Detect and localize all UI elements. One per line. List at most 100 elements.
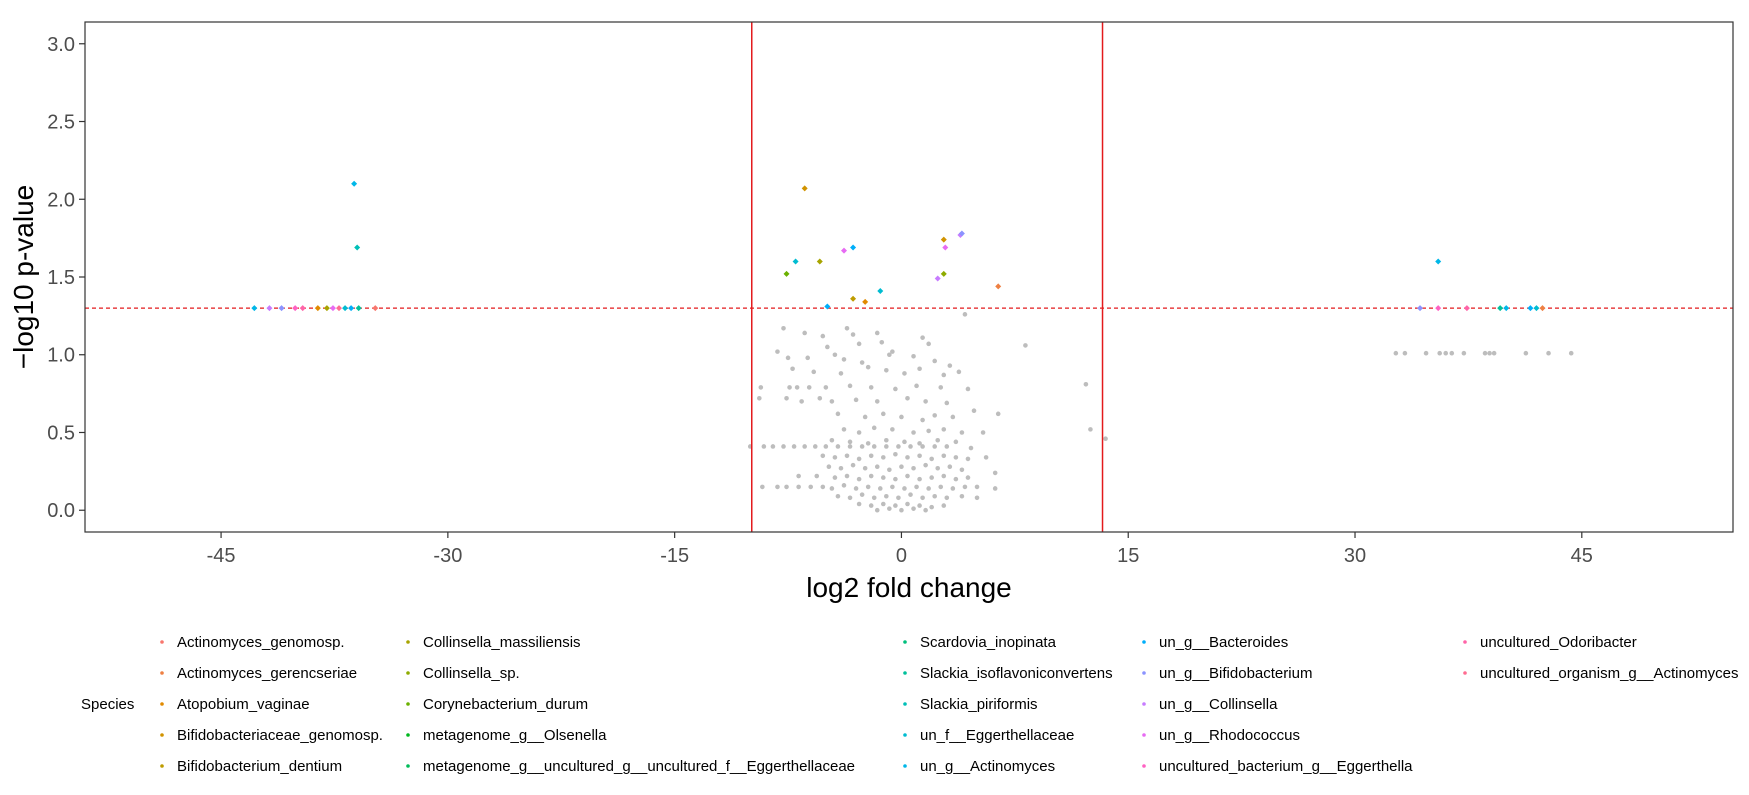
nonsignificant-point — [859, 492, 865, 497]
nonsignificant-point — [884, 437, 889, 443]
nonsignificant-point — [992, 470, 998, 476]
nonsignificant-point — [802, 330, 807, 336]
legend-key — [1463, 671, 1467, 675]
nonsignificant-point — [825, 344, 830, 350]
legend-key — [406, 733, 410, 737]
legend-item-label: uncultured_bacterium_g__Eggerthella — [1159, 758, 1413, 775]
nonsignificant-point — [974, 484, 980, 490]
significant-point — [1497, 305, 1504, 312]
nonsignificant-point — [796, 484, 801, 490]
legend-item-label: Slackia_isoflavoniconvertens — [920, 665, 1113, 682]
x-axis-title: log2 fold change — [806, 572, 1012, 603]
significant-point — [816, 258, 823, 265]
nonsignificant-point — [859, 360, 865, 365]
nonsignificant-point — [884, 493, 889, 499]
legend-key — [1142, 733, 1146, 737]
nonsignificant-point — [832, 455, 838, 460]
x-axis: -45 -30 -15 0 15 30 45 — [207, 532, 1593, 567]
significant-point — [995, 283, 1002, 290]
legend-key — [1142, 764, 1146, 768]
nonsignificant-point — [775, 484, 780, 490]
nonsignificant-point — [932, 358, 938, 364]
significant-point — [840, 247, 847, 254]
legend-item-label: Bifidobacterium_dentium — [177, 758, 342, 775]
nonsignificant-point — [823, 444, 829, 449]
significant-point — [934, 275, 941, 282]
nonsignificant-point — [911, 353, 916, 359]
nonsignificant-point — [832, 475, 838, 480]
significant-point — [850, 295, 857, 302]
nonsignificant-point — [850, 332, 856, 337]
nonsignificant-point — [926, 428, 931, 434]
nonsignificant-point — [775, 349, 780, 354]
nonsignificant-point — [1103, 436, 1108, 442]
nonsignificant-point — [847, 495, 853, 501]
nonsignificant-point — [920, 444, 925, 449]
nonsignificant-point — [896, 495, 901, 501]
nonsignificant-point — [926, 486, 931, 491]
nonsignificant-point — [856, 456, 862, 462]
nonsignificant-point — [971, 408, 977, 414]
nonsignificant-point — [820, 484, 826, 490]
nonsignificant-point — [1461, 350, 1467, 356]
nonsignificant-point — [950, 486, 956, 491]
nonsignificant-point — [947, 464, 953, 469]
nonsignificant-point — [950, 414, 956, 420]
nonsignificant-point — [959, 430, 965, 435]
nonsignificant-point — [874, 399, 880, 404]
nonsignificant-point — [920, 495, 925, 501]
significant-point — [1527, 305, 1534, 312]
legend-item-label: un_f__Eggerthellaceae — [920, 727, 1074, 744]
legend-key — [903, 702, 907, 706]
nonsignificant-point — [917, 503, 922, 508]
nonsignificant-point — [884, 367, 889, 373]
nonsignificant-point — [880, 501, 886, 507]
nonsignificant-point — [974, 495, 980, 501]
significant-point — [1435, 305, 1442, 312]
legend-item-label: metagenome_g__Olsenella — [423, 727, 607, 744]
nonsignificant-point — [823, 385, 829, 390]
y-tick-label: 2.5 — [47, 112, 75, 134]
nonsignificant-point — [923, 507, 928, 513]
nonsignificant-point — [932, 444, 938, 449]
nonsignificant-point — [884, 444, 889, 449]
nonsignificant-point — [820, 333, 826, 339]
nonsignificant-point — [899, 507, 904, 513]
nonsignificant-point — [902, 371, 907, 376]
nonsignificant-point — [899, 464, 904, 469]
legend-item-label: Collinsella_massiliensis — [423, 634, 581, 651]
nonsignificant-point — [914, 484, 919, 490]
legend-item-label: un_g__Rhodococcus — [1159, 727, 1300, 744]
plot-panel — [85, 22, 1733, 532]
y-axis: 0.0 0.5 1.0 1.5 2.0 2.5 3.0 — [47, 34, 85, 522]
nonsignificant-points — [747, 312, 1574, 513]
nonsignificant-point — [811, 369, 817, 375]
nonsignificant-point — [917, 453, 922, 459]
nonsignificant-point — [880, 475, 886, 480]
nonsignificant-point — [995, 411, 1001, 417]
nonsignificant-point — [806, 385, 812, 390]
nonsignificant-point — [880, 455, 886, 460]
nonsignificant-point — [965, 475, 971, 480]
nonsignificant-point — [941, 503, 947, 508]
legend-key — [406, 764, 410, 768]
nonsignificant-point — [784, 395, 789, 401]
significant-point — [314, 305, 321, 312]
nonsignificant-point — [841, 483, 847, 488]
legend-key — [160, 702, 164, 706]
nonsignificant-point — [956, 369, 962, 375]
nonsignificant-point — [814, 473, 820, 479]
x-tick-label: 0 — [896, 545, 907, 567]
nonsignificant-point — [805, 355, 811, 361]
significant-point — [351, 180, 358, 187]
nonsignificant-point — [835, 493, 841, 499]
nonsignificant-point — [1402, 350, 1408, 356]
legend-item-label: Slackia_piriformis — [920, 696, 1038, 713]
nonsignificant-point — [829, 486, 835, 491]
nonsignificant-point — [926, 341, 931, 347]
nonsignificant-point — [944, 400, 950, 406]
nonsignificant-point — [929, 504, 934, 510]
nonsignificant-point — [893, 503, 898, 508]
nonsignificant-point — [829, 399, 835, 404]
nonsignificant-point — [938, 385, 944, 390]
